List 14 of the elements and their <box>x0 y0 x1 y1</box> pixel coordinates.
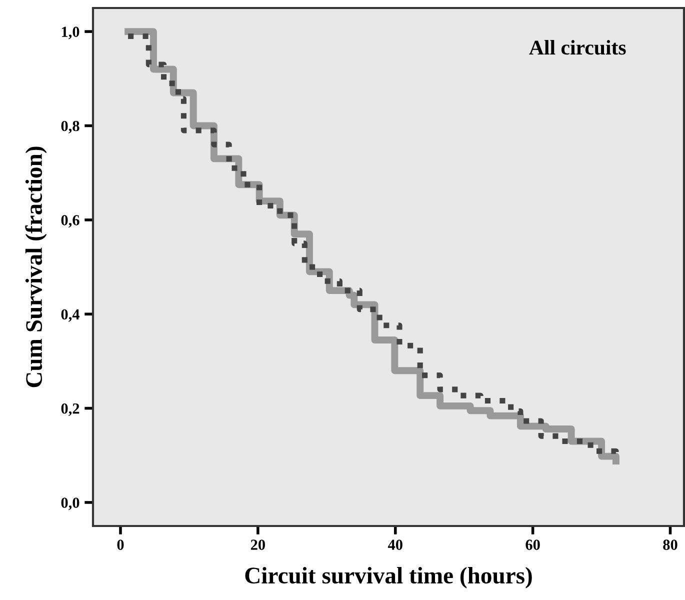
y-axis-title: Cum Survival (fraction) <box>25 146 47 388</box>
y-tick-label: 0,6 <box>61 215 80 228</box>
x-axis-title: Circuit survival time (hours) <box>245 566 532 588</box>
y-tick-label: 0,4 <box>61 309 80 322</box>
x-tick-label: 60 <box>526 540 540 550</box>
x-tick-label: 0 <box>117 540 124 550</box>
annotation: All circuits <box>529 40 626 55</box>
y-tick-label: 0,0 <box>61 498 80 510</box>
y-tick-label: 0,8 <box>61 120 80 134</box>
x-tick-label: 40 <box>388 540 402 550</box>
y-tick-label: 1,0 <box>62 26 80 40</box>
y-tick-label: 0,2 <box>61 403 80 416</box>
x-tick-label: 80 <box>663 540 678 550</box>
x-tick-label: 20 <box>250 540 265 550</box>
